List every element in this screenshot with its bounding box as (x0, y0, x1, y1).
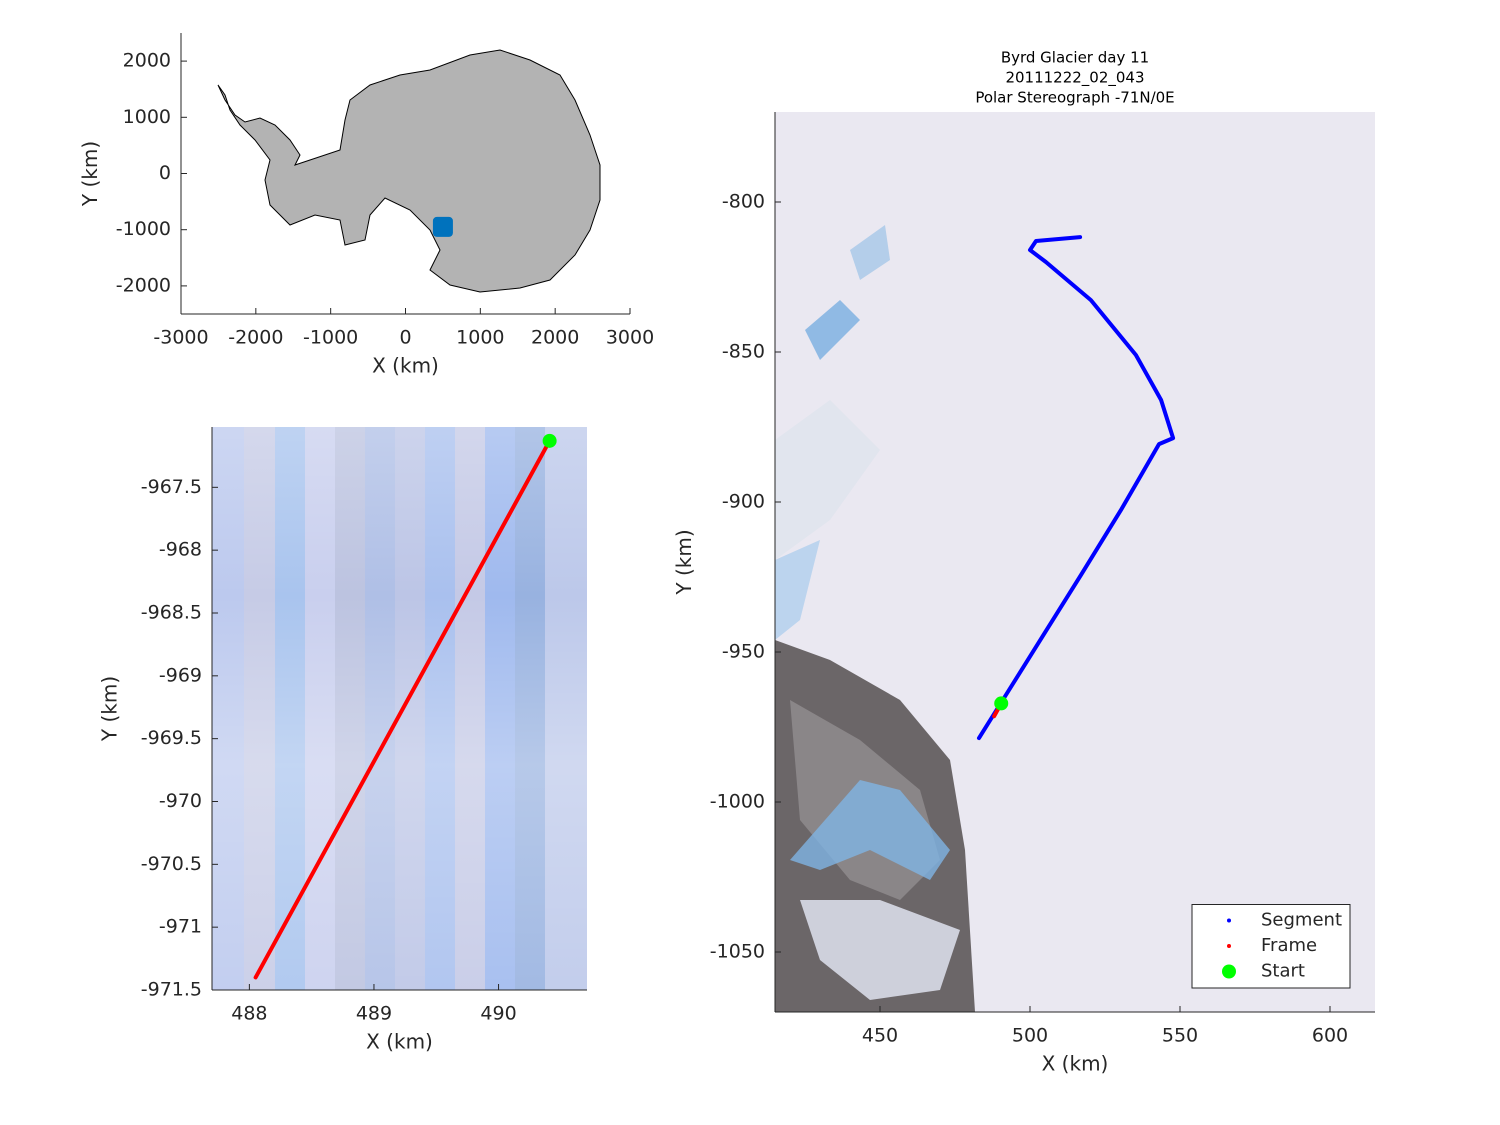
legend-label: Frame (1261, 935, 1317, 956)
y-tick-label: -2000 (116, 274, 171, 296)
y-tick-label: -970.5 (141, 853, 202, 875)
marker (994, 696, 1009, 711)
plot-area (977, 235, 1176, 741)
x-tick-label: 3000 (606, 327, 654, 349)
y-tick-label: -969 (159, 664, 202, 686)
y-tick-label: -900 (722, 491, 765, 513)
zoom-image (212, 427, 587, 990)
legend: Segment Frame Start (1191, 904, 1351, 989)
y-tick-label: -1050 (710, 941, 765, 963)
continent (217, 49, 601, 293)
y-axis-label: Y (km) (98, 676, 122, 742)
y-tick-label: -970 (159, 790, 202, 812)
y-tick-label: 1000 (123, 106, 171, 128)
legend-label: Segment (1261, 910, 1342, 931)
x-tick-label: 450 (862, 1025, 898, 1047)
legend-swatch (1227, 918, 1231, 923)
x-tick-label: 1000 (456, 327, 504, 349)
x-tick-label: -2000 (228, 327, 283, 349)
marker (432, 216, 453, 237)
legend-swatch (1222, 964, 1236, 979)
chart-title: 20111222_02_043 (1005, 69, 1144, 88)
satellite-image (775, 112, 1375, 1012)
x-tick-label: 490 (480, 1003, 516, 1025)
x-tick-label: 489 (356, 1003, 392, 1025)
y-axis-label: Y (km) (78, 141, 102, 207)
x-axis-label: X (km) (1042, 1052, 1109, 1076)
x-tick-label: -3000 (153, 327, 208, 349)
x-tick-label: 2000 (531, 327, 579, 349)
y-tick-label: -1000 (116, 218, 171, 240)
y-tick-label: -950 (722, 641, 765, 663)
y-tick-label: -971.5 (141, 979, 202, 1001)
y-tick-label: -1000 (710, 791, 765, 813)
x-tick-label: 0 (399, 327, 411, 349)
y-tick-label: -971 (159, 916, 202, 938)
y-tick-label: -850 (722, 341, 765, 363)
y-tick-label: 0 (159, 162, 171, 184)
y-tick-label: -967.5 (141, 476, 202, 498)
legend-box (1191, 904, 1351, 989)
series-line (977, 235, 1176, 741)
y-tick-label: -968 (159, 539, 202, 561)
x-tick-label: 488 (231, 1003, 267, 1025)
y-tick-label: -969.5 (141, 727, 202, 749)
chart-title: Byrd Glacier day 11 (1001, 49, 1149, 67)
plot-area (253, 433, 557, 980)
x-tick-label: 500 (1012, 1025, 1048, 1047)
series-line (253, 438, 552, 980)
y-axis-label: Y (km) (672, 529, 696, 595)
y-tick-label: 2000 (123, 50, 171, 72)
legend-label: Start (1261, 961, 1305, 982)
marker (542, 433, 557, 448)
x-tick-label: 600 (1312, 1025, 1348, 1047)
plot-area (432, 216, 453, 237)
legend-swatch (1227, 944, 1231, 948)
chart-title: Polar Stereograph -71N/0E (975, 89, 1174, 107)
x-tick-label: -1000 (303, 327, 358, 349)
y-tick-label: -968.5 (141, 601, 202, 623)
x-axis-label: X (km) (372, 354, 439, 378)
y-tick-label: -800 (722, 191, 765, 213)
x-tick-label: 550 (1162, 1025, 1198, 1047)
x-axis-label: X (km) (366, 1030, 433, 1054)
